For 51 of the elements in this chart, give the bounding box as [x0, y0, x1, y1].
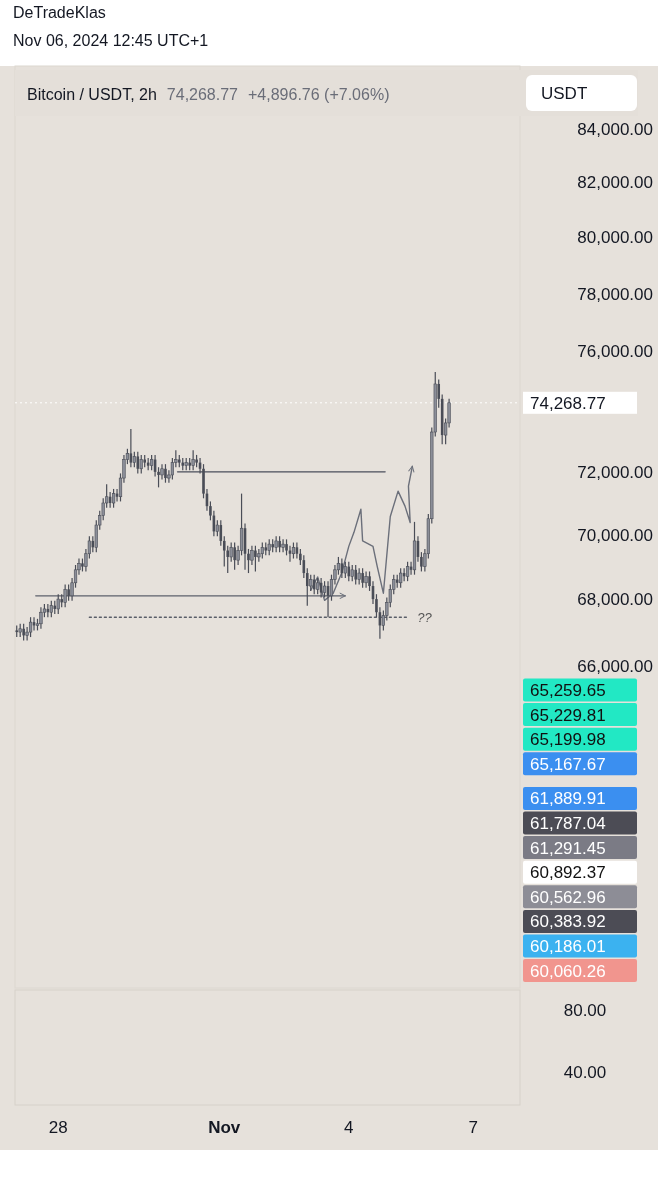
text: 65,199.98 — [530, 730, 606, 750]
text: 65,259.65 — [530, 680, 606, 700]
y-tick-label: 66,000.00 — [577, 656, 653, 676]
candlestick — [233, 541, 236, 571]
x-tick-label: 28 — [48, 1117, 68, 1137]
text: Bitcoin / USDT, 2h — [27, 85, 157, 103]
text: 65,229.81 — [530, 705, 606, 725]
candlestick — [164, 463, 167, 484]
annotation: 74,268.77 — [166, 85, 239, 103]
ref-line-label: 74,268.77 — [530, 393, 606, 413]
y-tick-label: 80,000.00 — [577, 228, 653, 248]
text: Nov 06, 2024 12:45 UTC+1 — [13, 31, 209, 49]
x-tick-label: 7 — [468, 1117, 479, 1137]
text: 60,060.26 — [530, 961, 606, 981]
candlestick — [354, 564, 357, 586]
text: 61,291.45 — [530, 838, 606, 858]
y-tick-label: 70,000.00 — [577, 525, 653, 545]
y-tick-label: 84,000.00 — [577, 119, 653, 139]
x-tick-label: Nov — [208, 1117, 241, 1137]
text: 60,892.37 — [530, 863, 606, 883]
text: 60,383.92 — [530, 912, 606, 932]
candlestick — [81, 557, 84, 573]
y-tick-label: 80.00 — [563, 1001, 607, 1021]
y-tick-label: 40.00 — [563, 1063, 607, 1083]
annotation: ?? — [417, 609, 433, 625]
text: 61,889.91 — [530, 789, 606, 809]
y-tick-label: 68,000.00 — [577, 590, 653, 610]
y-axis-title: USDT — [541, 83, 588, 103]
y-tick-label: 72,000.00 — [577, 462, 653, 482]
candlestick — [139, 454, 143, 475]
text: 61,787.04 — [530, 813, 606, 833]
annotation: +4,896.76 (+7.06%) — [248, 85, 390, 103]
text: 60,562.96 — [530, 887, 606, 907]
candlestick — [361, 567, 364, 589]
candlestick — [305, 567, 309, 607]
candlestick — [39, 606, 43, 630]
candlestick — [254, 545, 257, 573]
x-tick-label: 4 — [344, 1117, 354, 1137]
text: 60,186.01 — [530, 936, 606, 956]
candlestick — [281, 538, 285, 553]
text: DeTradeKlas — [13, 3, 106, 21]
candlestick — [399, 567, 403, 589]
candlestick — [136, 451, 140, 475]
candlestick — [405, 561, 410, 582]
candlestick — [111, 488, 116, 509]
y-tick-label: 82,000.00 — [577, 173, 653, 193]
y-tick-label: 78,000.00 — [577, 284, 653, 304]
candlestick — [28, 616, 33, 638]
candlestick — [364, 570, 368, 589]
y-tick-label: 76,000.00 — [577, 342, 653, 362]
text: 65,167.67 — [530, 754, 606, 774]
